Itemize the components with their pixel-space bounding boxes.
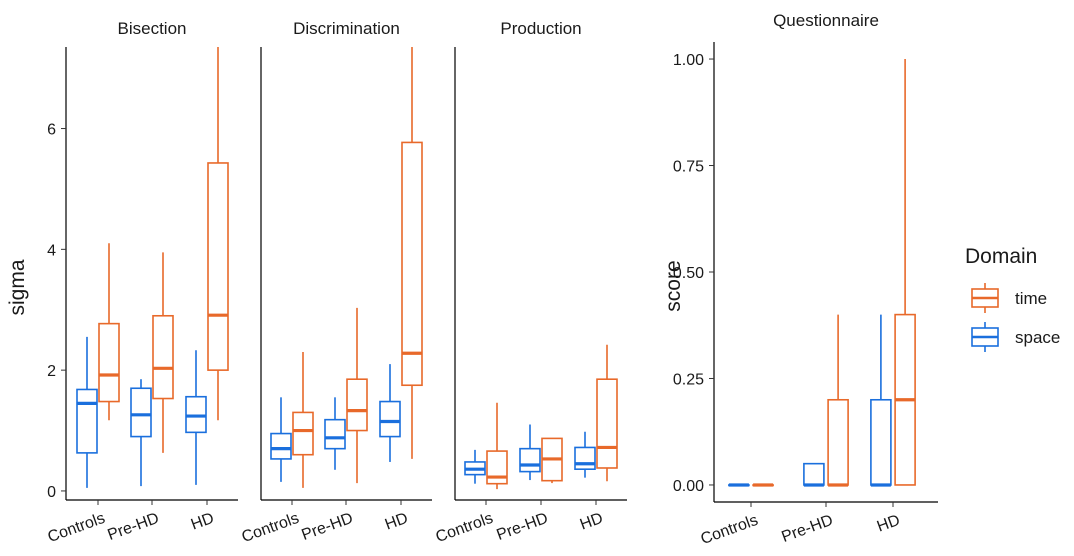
box-body (803, 462, 825, 486)
x-tick-label: HD (383, 510, 411, 534)
legend-label-time: time (1015, 289, 1047, 308)
y-tick-label: 0.00 (673, 478, 704, 495)
box-time-hd (207, 47, 229, 421)
y-axis-label: sigma (6, 259, 29, 315)
legend-label-space: space (1015, 328, 1060, 347)
box-body (270, 432, 292, 460)
x-tick-label: Pre-HD (105, 510, 161, 544)
x-tick-label: HD (875, 512, 903, 536)
y-tick-label: 1.00 (673, 52, 704, 69)
x-tick-label: Pre-HD (779, 512, 835, 546)
box-body (596, 378, 618, 469)
box-body (76, 388, 98, 454)
y-tick-label: 0.25 (673, 371, 704, 388)
x-tick-label: Controls (434, 510, 496, 546)
box-body (486, 450, 508, 485)
box-time-hd (596, 344, 618, 482)
y-tick-label: 0 (47, 484, 56, 501)
legend-key-space-icon (971, 322, 999, 352)
box-body (152, 314, 174, 400)
box-time-pre-hd (827, 314, 849, 487)
x-tick-label: Controls (46, 510, 108, 546)
box-time-controls (486, 402, 508, 490)
box-body (324, 418, 346, 450)
x-tick-label: Pre-HD (299, 510, 355, 544)
panel-title: Production (500, 19, 581, 38)
box-space-pre-hd (519, 424, 541, 481)
panel-title: Questionnaire (773, 11, 879, 30)
box-space-controls (76, 336, 98, 488)
box-time-controls (292, 352, 314, 488)
box-time-hd (401, 47, 423, 459)
box-space-hd (379, 364, 401, 462)
box-body (130, 387, 152, 438)
panel-questionnaire: Questionnaire 0.00 0.25 0.50 0.75 1.00 score Co… (662, 11, 938, 548)
box-space-hd (185, 350, 207, 485)
box-space-pre-hd (324, 397, 346, 470)
box-body (574, 446, 596, 470)
box-space-controls (728, 483, 750, 487)
box-time-hd (894, 59, 916, 486)
box-space-hd (870, 314, 892, 487)
x-tick-label: Controls (240, 510, 302, 546)
box-time-controls (752, 483, 774, 487)
box-time-pre-hd (541, 437, 563, 484)
box-space-controls (464, 449, 486, 484)
panel-title: Bisection (118, 19, 187, 38)
box-body (98, 322, 120, 403)
box-space-hd (574, 431, 596, 478)
y-tick-label: 6 (47, 122, 56, 139)
y-tick-label: 4 (47, 242, 56, 259)
y-tick-label: 2 (47, 363, 56, 380)
box-body (379, 400, 401, 438)
x-tick-label: HD (578, 510, 606, 534)
legend: Domain time space (965, 245, 1060, 352)
panel-production: Production Controls Pre-HD HD (434, 19, 627, 546)
y-tick-label: 0.50 (673, 265, 704, 282)
box-body (401, 141, 423, 387)
box-body (870, 398, 892, 486)
box-body (827, 398, 849, 486)
panel-title: Discrimination (293, 19, 400, 38)
legend-key-time-icon (971, 283, 999, 313)
x-tick-label: Controls (699, 512, 761, 548)
legend-title: Domain (965, 245, 1037, 268)
box-time-controls (98, 243, 120, 421)
box-space-pre-hd (130, 379, 152, 487)
box-body (292, 411, 314, 456)
box-time-pre-hd (346, 307, 368, 484)
box-space-controls (270, 397, 292, 482)
box-space-pre-hd (803, 462, 825, 487)
box-body (207, 162, 229, 371)
y-tick-label: 0.75 (673, 159, 704, 176)
y-axis-label: score (662, 260, 685, 311)
box-body (346, 378, 368, 432)
box-time-pre-hd (152, 252, 174, 453)
x-tick-label: Pre-HD (494, 510, 550, 544)
box-body (519, 447, 541, 473)
x-tick-label: HD (189, 510, 217, 534)
